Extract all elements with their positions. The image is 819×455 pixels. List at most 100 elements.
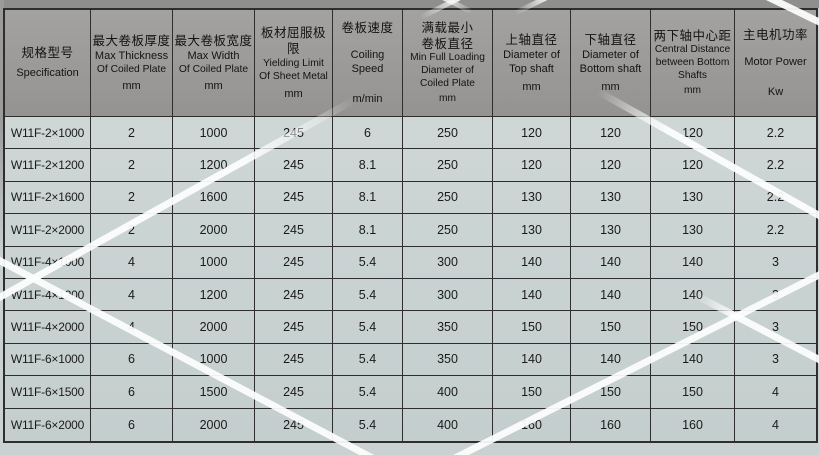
value-cell: 8.1 (333, 149, 403, 182)
header-line: 卷板直径 (421, 37, 474, 51)
spec-model-cell: W11F-2×2000 (5, 214, 91, 247)
value-cell: 2000 (173, 408, 255, 441)
value-cell: 245 (255, 149, 333, 182)
header-cell-9: 主电机功率 Motor Power Kw (735, 10, 816, 117)
value-cell: 245 (255, 246, 333, 279)
value-cell: 140 (493, 278, 571, 312)
value-cell: 2.2 (735, 214, 816, 247)
value-cell: 4 (91, 311, 173, 344)
value-cell: 4 (91, 246, 173, 279)
value-cell: 150 (493, 311, 571, 344)
header-line: m/min (352, 92, 383, 105)
spec-model-cell: W11F-4×1000 (5, 246, 91, 279)
value-cell: 245 (255, 117, 333, 150)
top-margin-strip (0, 0, 819, 8)
value-cell: 6 (91, 343, 173, 377)
header-cell-0: 规格型号 Specification (5, 10, 91, 117)
value-cell: 2.2 (735, 117, 816, 150)
header-line: Coiled Plate (420, 77, 475, 89)
value-cell: 140 (571, 278, 651, 312)
header-line: Motor Power (744, 56, 807, 69)
header-line: Min Full Loading (410, 52, 485, 63)
header-line: Kw (767, 85, 784, 98)
value-cell: 120 (651, 117, 735, 150)
value-cell: 150 (651, 311, 735, 344)
value-cell: 140 (651, 343, 735, 377)
value-cell: 1600 (173, 181, 255, 215)
value-cell: 2.2 (735, 149, 816, 182)
header-cell-5: 满载最小 卷板直径 Min Full Loading Diameter of Coile… (403, 10, 493, 117)
value-cell: 1000 (173, 343, 255, 377)
value-cell: 130 (571, 181, 651, 215)
value-cell: 130 (651, 181, 735, 215)
value-cell: 120 (571, 149, 651, 182)
header-line: 两下轴中心距 (653, 29, 732, 43)
value-cell: 300 (403, 246, 493, 279)
value-cell: 160 (571, 408, 651, 441)
header-line: Diameter of (582, 49, 639, 62)
header-line: Shafts (678, 69, 707, 81)
value-cell: 1200 (173, 278, 255, 312)
value-cell: 2000 (173, 214, 255, 247)
value-cell: 5.4 (333, 278, 403, 312)
header-line: 最大卷板宽度 (174, 33, 253, 48)
value-cell: 160 (651, 408, 735, 441)
value-cell: 160 (493, 408, 571, 441)
value-cell: 140 (651, 246, 735, 279)
header-cell-6: 上轴直径 Diameter of Top shaft mm (493, 10, 571, 117)
value-cell: 6 (333, 117, 403, 150)
value-cell: 1200 (173, 149, 255, 182)
value-cell: 120 (571, 117, 651, 150)
header-line: Bottom shaft (579, 63, 642, 76)
value-cell: 130 (493, 214, 571, 247)
header-line: mm (284, 87, 303, 100)
header-line: Of Coiled Plate (178, 63, 249, 75)
value-cell: 1500 (173, 376, 255, 409)
value-cell: 6 (91, 376, 173, 409)
value-cell: 2.2 (735, 182, 816, 215)
value-cell: 245 (255, 343, 333, 377)
value-cell: 130 (571, 214, 651, 247)
spec-model-cell: W11F-2×1000 (5, 117, 91, 150)
value-cell: 5.4 (333, 311, 403, 344)
header-line: 最大卷板厚度 (92, 33, 171, 48)
header-line: Yielding Limit (263, 58, 324, 70)
header-line: mm (204, 80, 223, 93)
value-cell: 400 (403, 376, 493, 409)
spec-model-cell: W11F-6×2000 (5, 408, 91, 441)
header-cell-7: 下轴直径 Diameter of Bottom shaft mm (571, 10, 651, 117)
header-line: 下轴直径 (584, 33, 637, 48)
value-cell: 120 (493, 149, 571, 182)
value-cell: 5.4 (333, 246, 403, 279)
header-line: 主电机功率 (742, 28, 808, 43)
spec-model-cell: W11F-2×1600 (5, 181, 91, 215)
value-cell: 250 (403, 149, 493, 182)
value-cell: 140 (493, 246, 571, 279)
value-cell: 2 (91, 117, 173, 150)
value-cell: 4 (772, 417, 779, 432)
value-cell: 245 (255, 408, 333, 441)
value-cell: 245 (255, 376, 333, 409)
header-line: Of Sheet Metal (259, 71, 328, 83)
value-cell: 250 (403, 117, 493, 150)
value-cell: 150 (571, 376, 651, 409)
value-cell: 400 (403, 408, 493, 441)
value-cell: 245 (255, 278, 333, 312)
header-line: 上轴直径 (505, 33, 558, 48)
header-line: Coiling Speed (350, 49, 385, 76)
header-cell-3: 板材屈服极限 Yielding Limit Of Sheet Metal mm (255, 10, 333, 117)
header-line: Diameter of (421, 64, 474, 76)
table-body: W11F-2×1000 2 1000 245 6 250 120 120 120 2.2 W11F-… (5, 117, 816, 441)
value-cell: 3 (735, 279, 816, 312)
spec-model-cell: W11F-4×2000 (5, 311, 91, 344)
header-line: Diameter of (503, 49, 560, 62)
value-cell: 245 (255, 311, 333, 344)
value-cell: 140 (651, 278, 735, 312)
value-cell: 5.4 (333, 376, 403, 409)
value-cell: 245 (255, 214, 333, 247)
value-cell: 5.4 (333, 408, 403, 441)
value-cell: 2 (91, 214, 173, 247)
header-line: Top shaft (509, 63, 554, 76)
value-cell: 350 (403, 311, 493, 344)
